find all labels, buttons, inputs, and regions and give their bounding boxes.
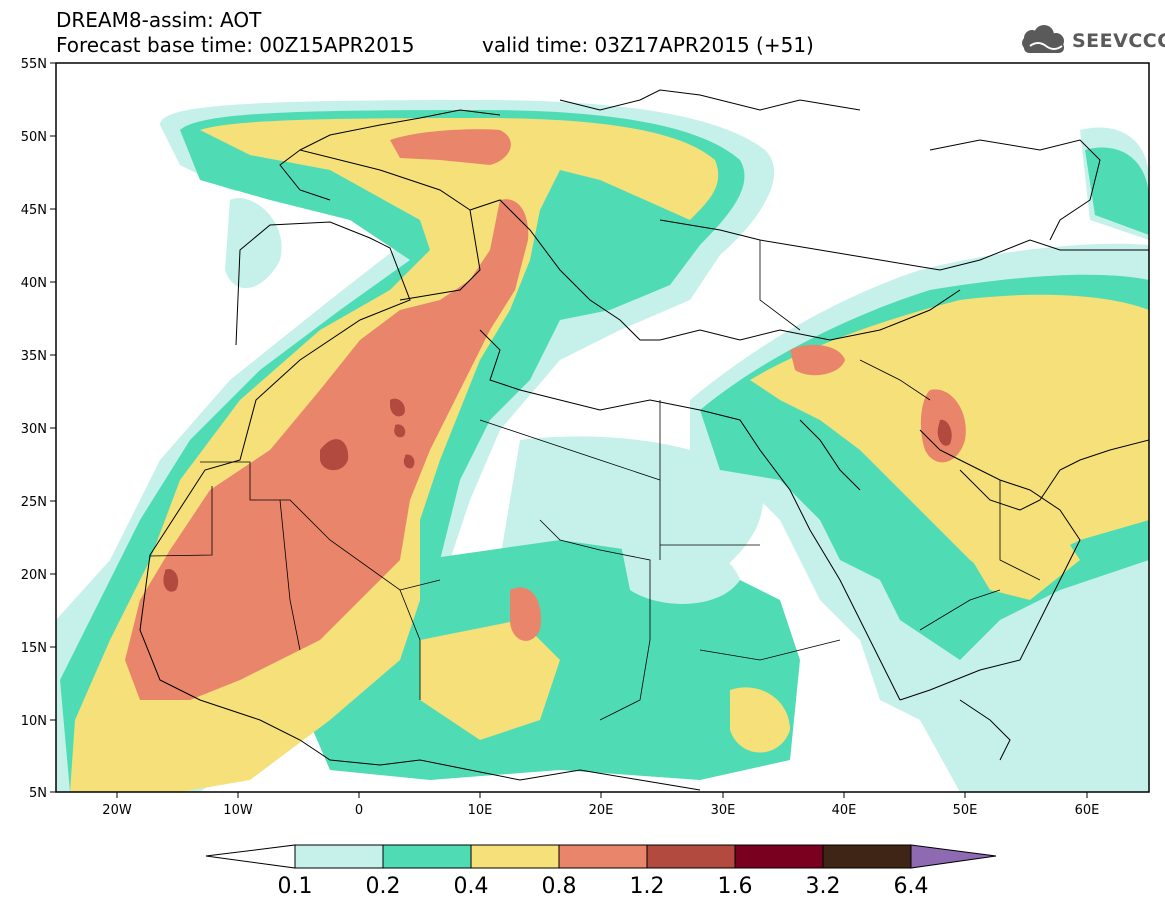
lon-tick-label: 10W — [223, 803, 253, 818]
lon-tick-label: 60E — [1075, 803, 1100, 818]
lon-tick-label: 50E — [953, 803, 978, 818]
lat-axis: 55N 50N 45N 40N 35N 30N 25N 20N 15N 10N … — [21, 57, 56, 801]
map-title: DREAM8-assim: AOT — [56, 8, 262, 32]
colorbar-label: 6.4 — [894, 874, 929, 899]
forecast-base-time: Forecast base time: 00Z15APR2015 — [56, 33, 415, 57]
colorbar-label: 1.6 — [718, 874, 753, 899]
valid-time: valid time: 03Z17APR2015 (+51) — [482, 33, 814, 57]
lat-tick-label: 40N — [21, 276, 47, 291]
lat-tick-label: 50N — [21, 130, 47, 145]
lon-tick-label: 10E — [468, 803, 493, 818]
lat-tick-label: 30N — [21, 422, 47, 437]
colorbar-cell — [822, 844, 912, 869]
colorbar-cell — [646, 844, 736, 869]
lat-tick-label: 20N — [21, 568, 47, 583]
colorbar-label: 0.1 — [278, 874, 313, 899]
colorbar-cell — [734, 844, 824, 869]
lon-tick-label: 40E — [832, 803, 857, 818]
lat-tick-label: 10N — [21, 714, 47, 729]
coastlines — [139, 89, 1149, 791]
colorbar-label: 0.2 — [366, 874, 401, 899]
colorbar-min-arrow — [205, 844, 296, 869]
colorbar-label: 3.2 — [806, 874, 841, 899]
lon-tick-label: 30E — [711, 803, 736, 818]
lat-tick-label: 5N — [29, 786, 47, 801]
lon-tick-label: 0 — [355, 803, 363, 818]
lat-tick-label: 15N — [21, 641, 47, 656]
colorbar-label: 0.4 — [454, 874, 489, 899]
lon-tick-label: 20W — [102, 803, 132, 818]
logo-text: SEEVCCC — [1072, 30, 1165, 52]
colorbar-max-arrow — [910, 844, 997, 869]
colorbar: 0.1 0.2 0.4 0.8 1.2 1.6 3.2 6.4 — [205, 844, 997, 899]
borders — [149, 240, 1041, 721]
logo — [1022, 25, 1064, 53]
colorbar-cell — [294, 844, 384, 869]
aot-band-1.2 — [163, 398, 952, 592]
lat-tick-label: 45N — [21, 203, 47, 218]
lon-tick-label: 20E — [589, 803, 614, 818]
colorbar-cell — [558, 844, 648, 869]
lat-tick-label: 35N — [21, 349, 47, 364]
colorbar-label: 0.8 — [542, 874, 577, 899]
colorbar-label: 1.2 — [630, 874, 665, 899]
aot-field — [56, 100, 1149, 792]
lon-axis: 20W 10W 0 10E 20E 30E 40E 50E 60E — [102, 792, 1099, 818]
lat-tick-label: 25N — [21, 495, 47, 510]
colorbar-cell — [382, 844, 472, 869]
colorbar-cell — [470, 844, 560, 869]
cloud-icon — [1022, 25, 1064, 53]
lat-tick-label: 55N — [21, 57, 47, 72]
